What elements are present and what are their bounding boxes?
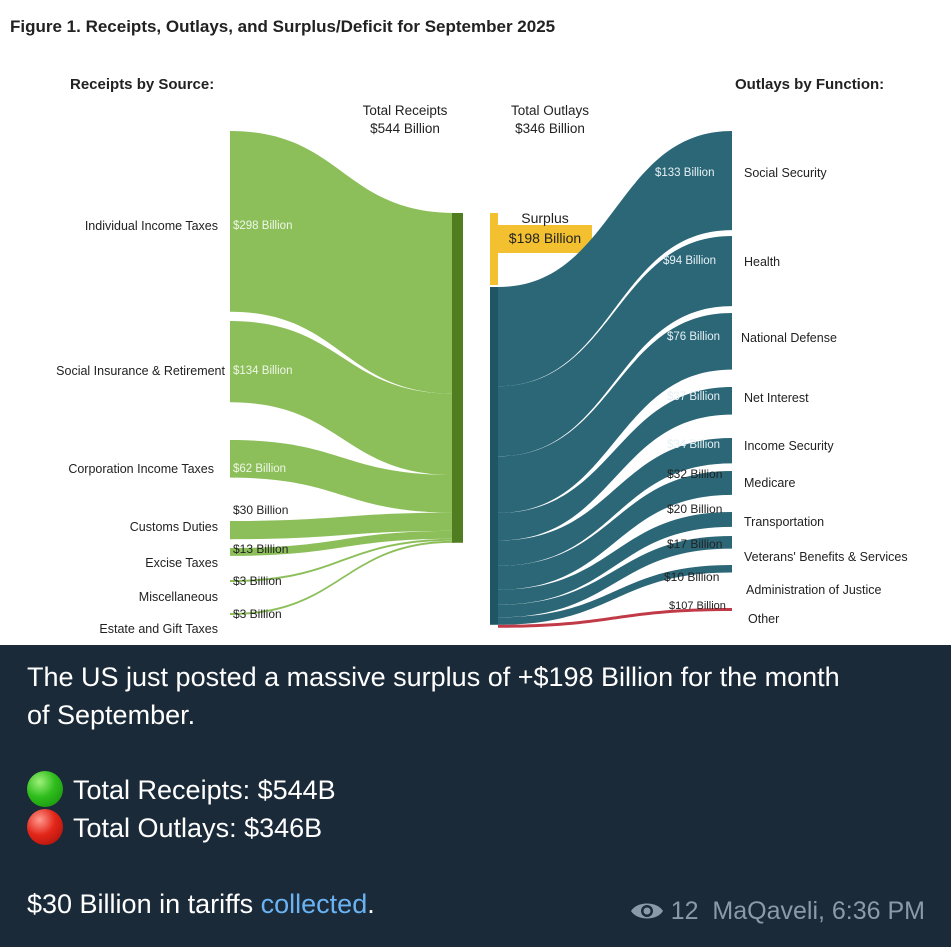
receipt-name-social-insurance: Social Insurance & Retirement	[56, 364, 225, 378]
outlay-value-justice: $10 Billion	[664, 570, 720, 584]
outlays-line-text: Total Outlays: $346B	[73, 813, 323, 843]
figure-title: Figure 1. Receipts, Outlays, and Surplus…	[10, 17, 556, 36]
receipts-line: Total Receipts: $544B	[27, 771, 336, 809]
outlay-name-social-security: Social Security	[744, 166, 827, 180]
outlays-header: Outlays by Function:	[735, 76, 885, 93]
surplus-bar	[490, 213, 498, 285]
views-eye-icon	[630, 903, 663, 919]
receipt-value-customs: $30 Billion	[233, 503, 289, 517]
total-outlays-caption: Total Outlays $346 Billion	[490, 102, 610, 138]
outlay-value-veterans: $17 Billion	[667, 537, 723, 551]
tariff-suffix: .	[367, 889, 375, 919]
receipt-name-individual: Individual Income Taxes	[84, 219, 218, 233]
receipts-total-bar	[452, 213, 463, 543]
outlay-name-justice: Administration of Justice	[746, 583, 882, 597]
surplus-caption: Surplus $198 Billion	[500, 208, 590, 248]
outlay-flow-9	[498, 565, 732, 625]
outlay-flow-1	[498, 131, 732, 387]
total-outlays-value: $346 Billion	[515, 121, 585, 136]
receipt-flow-3	[230, 440, 455, 513]
outlay-flow-4	[498, 387, 732, 541]
outlays-total-bar	[490, 287, 498, 625]
outlay-name-health: Health	[744, 255, 781, 269]
outlay-value-social-security: $133 Billion	[655, 167, 715, 179]
receipt-name-misc: Miscellaneous	[138, 590, 218, 604]
outlay-name-transportation: Transportation	[744, 515, 825, 529]
outlay-value-net-interest: $37 Billion	[667, 391, 721, 403]
receipt-flow-7	[230, 540, 455, 615]
outlay-name-defense: National Defense	[741, 331, 837, 345]
outlay-name-net-interest: Net Interest	[744, 391, 809, 405]
collected-link[interactable]: collected	[260, 889, 368, 919]
receipt-name-corporation: Corporation Income Taxes	[68, 462, 214, 476]
sankey-chart	[230, 131, 732, 628]
receipt-value-estate: $3 Billion	[233, 607, 282, 621]
message-line-1: The US just posted a massive surplus of …	[27, 662, 840, 692]
receipt-value-excise: $13 Billion	[233, 542, 289, 556]
outlay-value-health: $94 Billion	[663, 255, 717, 267]
outlay-flow-3	[498, 313, 732, 513]
outlay-name-medicare: Medicare	[744, 476, 796, 490]
green-circle-icon	[27, 771, 63, 807]
receipt-flow-6	[230, 538, 455, 582]
outlay-value-medicare: $32 Billion	[667, 467, 723, 481]
outlay-flow-8	[498, 536, 732, 618]
receipt-name-excise: Excise Taxes	[145, 556, 218, 570]
tariff-prefix: $30 Billion in tariffs	[27, 889, 261, 919]
view-count: 12	[670, 897, 699, 925]
outlay-name-other: Other	[748, 612, 780, 626]
outlay-value-income-security: $34 Billion	[667, 439, 721, 451]
receipt-name-estate: Estate and Gift Taxes	[99, 622, 218, 636]
outlay-flow-5	[498, 438, 732, 566]
message-line-2: of September.	[27, 700, 196, 730]
receipts-header: Receipts by Source:	[70, 76, 215, 93]
outlay-flow-other	[498, 608, 732, 628]
receipt-value-social-insurance: $134 Billion	[233, 365, 293, 377]
outlay-value-transportation: $20 Billion	[667, 502, 723, 516]
total-receipts-caption: Total Receipts $544 Billion	[345, 102, 465, 138]
author-time: MaQaveli, 6:36 PM	[712, 897, 925, 925]
red-circle-icon	[27, 809, 63, 845]
receipt-flow-1	[230, 131, 455, 394]
message-text: The US just posted a massive surplus of …	[27, 658, 840, 734]
total-outlays-label: Total Outlays	[510, 103, 590, 118]
outlay-flow-6	[498, 471, 732, 590]
surplus-flow	[498, 225, 592, 253]
post-image[interactable]: Figure 1. Receipts, Outlays, and Surplus…	[0, 0, 951, 645]
receipt-value-misc: $3 Billion	[233, 574, 282, 588]
outlay-flow-7	[498, 512, 732, 605]
outlay-value-defense: $76 Billion	[667, 331, 721, 343]
receipt-name-customs: Customs Duties	[129, 520, 218, 534]
receipt-flow-4	[230, 512, 455, 540]
total-receipts-value: $544 Billion	[370, 121, 440, 136]
outlay-name-income-security: Income Security	[744, 439, 834, 453]
outlays-line: Total Outlays: $346B	[27, 809, 322, 847]
post-meta: 12 MaQaveli, 6:36 PM	[629, 897, 925, 926]
surplus-label: Surplus	[521, 210, 569, 226]
outlay-name-veterans: Veterans' Benefits & Services	[744, 550, 908, 564]
surplus-value: $198 Billion	[508, 230, 582, 246]
outlay-value-other: $107 Billion	[669, 600, 726, 612]
receipt-value-individual: $298 Billion	[233, 220, 293, 232]
tariff-line: $30 Billion in tariffs collected.	[27, 885, 375, 923]
receipt-flow-5	[230, 530, 455, 556]
receipt-value-corporation: $62 Billion	[233, 463, 287, 475]
outlay-flow-2	[498, 236, 732, 457]
total-receipts-label: Total Receipts	[362, 103, 448, 118]
receipt-flow-2	[230, 321, 455, 476]
receipts-line-text: Total Receipts: $544B	[73, 775, 336, 805]
